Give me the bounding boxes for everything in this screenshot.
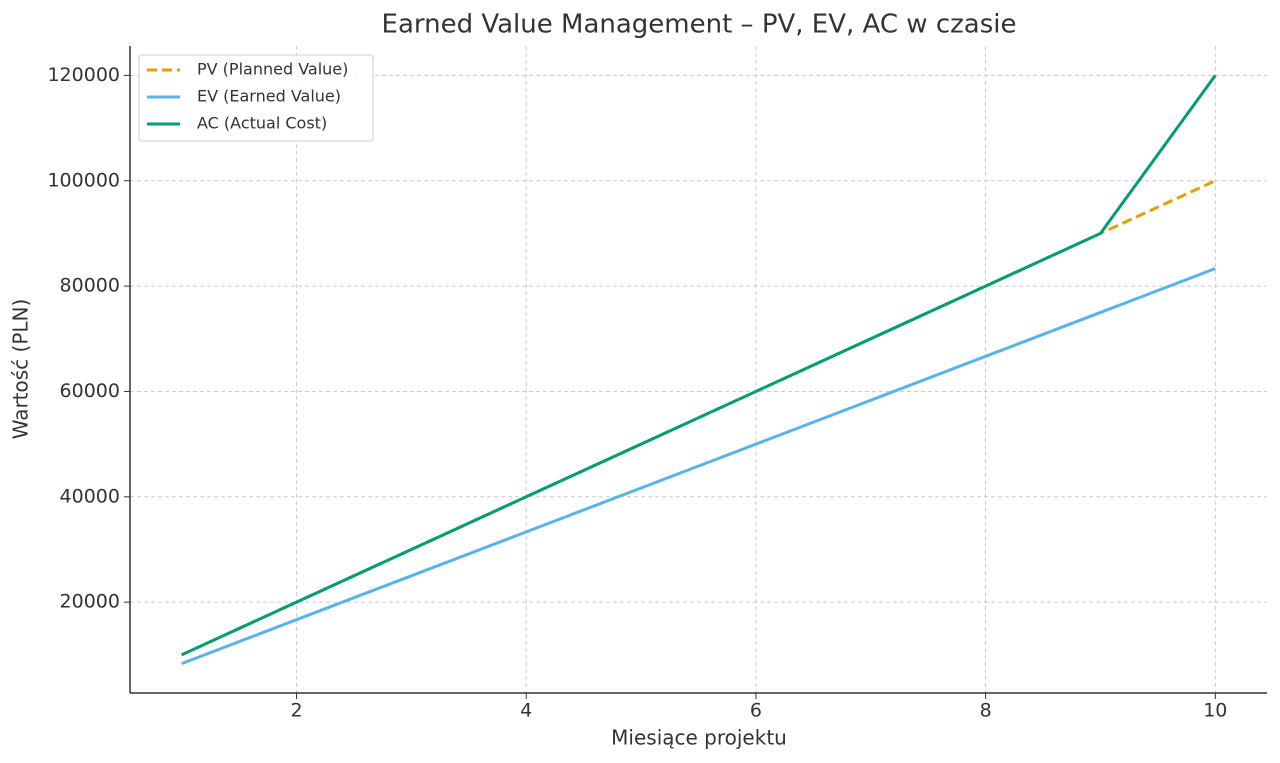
- y-tick-label: 40000: [60, 485, 120, 507]
- y-tick-label: 120000: [47, 64, 120, 86]
- x-tick-label: 6: [750, 700, 762, 722]
- y-axis-label: Wartość (PLN): [9, 299, 33, 440]
- y-tick-label: 100000: [47, 169, 120, 191]
- x-tick-label: 2: [290, 700, 302, 722]
- y-tick-label: 20000: [60, 591, 120, 613]
- x-tick-label: 8: [980, 700, 992, 722]
- x-axis-label: Miesiące projektu: [611, 726, 787, 750]
- legend-frame: [138, 54, 374, 142]
- chart-title: Earned Value Management – PV, EV, AC w c…: [382, 10, 1017, 40]
- legend-label: EV (Earned Value): [197, 87, 341, 106]
- legend-label: AC (Actual Cost): [197, 114, 327, 133]
- y-tick-label: 80000: [60, 275, 120, 297]
- x-tick-label: 4: [520, 700, 532, 722]
- series-line: [181, 267, 1216, 665]
- legend-label: PV (Planned Value): [197, 60, 348, 79]
- series-line: [181, 74, 1217, 657]
- y-tick-label: 60000: [60, 380, 120, 402]
- legend: PV (Planned Value) EV (Earned Value) AC (A…: [138, 54, 374, 142]
- x-tick-label: 10: [1203, 700, 1227, 722]
